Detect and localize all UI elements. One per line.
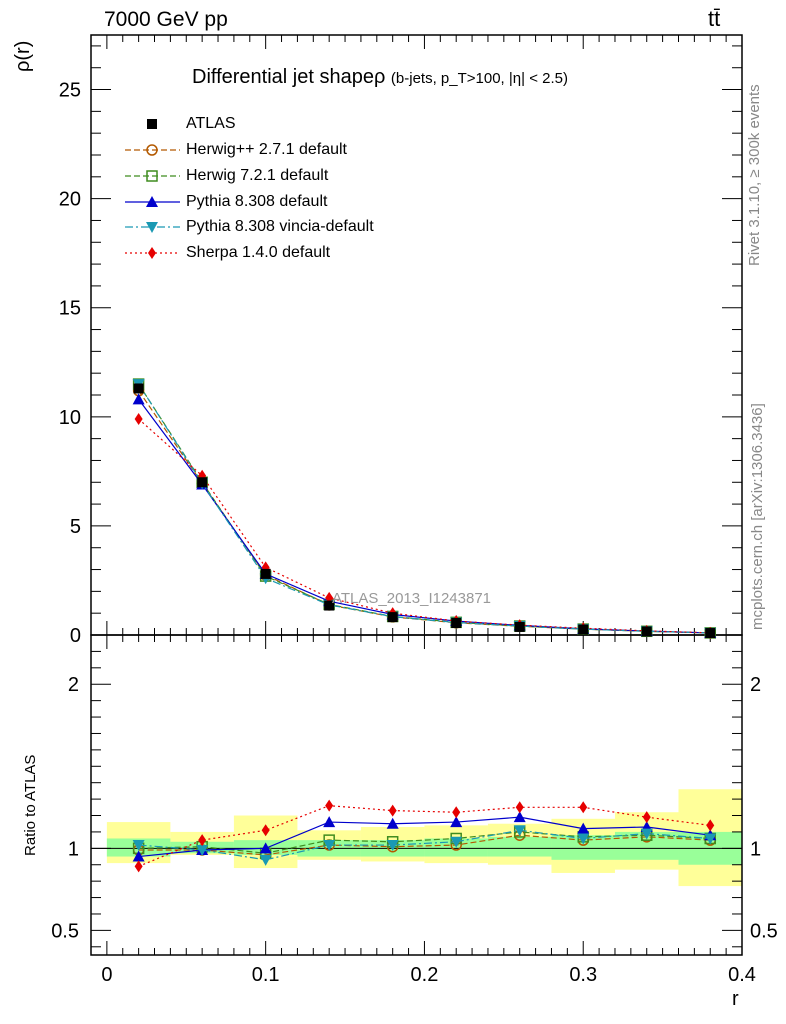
y-tick-label: 0 [70, 625, 81, 647]
ratio-point-vincia [323, 840, 336, 852]
legend-label: Herwig++ 2.7.1 default [186, 141, 347, 158]
ratio-point-pythia [259, 842, 272, 854]
main-point-atlas [641, 626, 652, 637]
legend-marker-herwigpp [146, 144, 158, 156]
main-point-atlas [133, 383, 144, 394]
ratio-point-vincia [704, 833, 717, 845]
ratio-y-tick-label: 2 [68, 674, 79, 696]
main-series-line-vincia [138, 383, 711, 634]
main-point-atlas [197, 477, 208, 488]
main-point-atlas [387, 612, 398, 623]
ratio-point-pythia [513, 811, 526, 823]
ratio-series-line-herwigpp [138, 834, 711, 856]
ratio-point-vincia [640, 828, 653, 840]
ratio-point-vincia [513, 825, 526, 837]
x-axis-label: r [732, 988, 739, 1010]
main-point-atlas [324, 600, 335, 611]
plot-title-cuts: (b-jets, p_T>100, |η| < 2.5) [390, 70, 568, 87]
legend-marker-pythia [146, 196, 158, 207]
legend-marker-vincia [146, 222, 158, 233]
ratio-y-tick-label-right: 2 [750, 674, 761, 696]
y-tick-label: 25 [59, 80, 81, 102]
process-label: tt̄ [708, 6, 721, 31]
main-ylabel: ρ(r) [12, 40, 34, 72]
y-tick-label: 5 [70, 516, 81, 538]
rivet-label: Rivet 3.1.10, ≥ 300k events [746, 84, 763, 266]
ratio-point-vincia [196, 844, 209, 856]
main-point-atlas [705, 628, 716, 639]
main-point-atlas [451, 618, 462, 628]
ratio-point-pythia [450, 816, 463, 828]
ratio-frame [90, 634, 743, 956]
legend-label: Pythia 8.308 vincia-default [186, 218, 374, 235]
ratio-series-line-sherpa [138, 805, 711, 867]
main-point-atlas [514, 621, 525, 632]
legend-label: Sherpa 1.4.0 default [186, 244, 331, 261]
x-tick-label: 0.1 [252, 964, 280, 986]
main-point-sherpa [134, 413, 143, 425]
energy-label: 7000 GeV pp [104, 8, 228, 31]
ratio-point-sherpa [515, 801, 524, 814]
ratio-point-sherpa [261, 824, 270, 837]
band-inner-bin [487, 836, 552, 857]
mcplots-label: mcplots.cern.ch [arXiv:1306.3436] [749, 403, 766, 630]
ratio-point-sherpa [452, 806, 461, 819]
ratio-point-pythia [577, 822, 590, 834]
legend-label: Herwig 7.2.1 default [186, 167, 329, 184]
ratio-point-sherpa [134, 860, 143, 873]
ratio-point-sherpa [642, 811, 651, 824]
ratio-y-tick-label-right: 0.5 [750, 920, 778, 942]
x-tick-label: 0.2 [411, 964, 439, 986]
ratio-point-vincia [386, 840, 399, 852]
x-tick-label: 0 [101, 964, 112, 986]
main-point-atlas [260, 568, 271, 579]
y-tick-label: 15 [59, 298, 81, 320]
plot-title-main: Differential jet shapeρ [192, 66, 386, 88]
ratio-point-pythia [132, 850, 145, 862]
legend-marker-herwig7 [146, 170, 158, 182]
analysis-watermark: ATLAS_2013_I1243871 [332, 590, 492, 607]
x-tick-label: 0.4 [728, 964, 756, 986]
legend-label: Pythia 8.308 default [186, 193, 328, 210]
ratio-point-sherpa [579, 801, 588, 814]
ratio-y-tick-label: 1 [68, 838, 79, 860]
ratio-point-vincia [132, 840, 145, 852]
ratio-point-pythia [323, 816, 336, 828]
ratio-point-vincia [259, 854, 272, 866]
main-series-line-sherpa [138, 418, 711, 634]
y-tick-label: 20 [59, 189, 81, 211]
ratio-point-vincia [577, 833, 590, 845]
legend-marker-sherpa [148, 247, 156, 259]
plot-title: Differential jet shapeρ (b-jets, p_T>100… [192, 66, 568, 89]
legend-marker-atlas [147, 119, 157, 129]
ratio-ylabel: Ratio to ATLAS [22, 754, 39, 856]
ratio-series-line-vincia [138, 829, 711, 861]
legend-label: ATLAS [186, 115, 236, 132]
ratio-y-tick-label-right: 1 [750, 838, 761, 860]
ratio-point-pythia [386, 817, 399, 829]
ratio-point-vincia [450, 836, 463, 848]
x-tick-label: 0.3 [569, 964, 597, 986]
ratio-y-tick-label: 0.5 [51, 920, 79, 942]
ratio-point-sherpa [325, 799, 334, 812]
ratio-point-sherpa [388, 804, 397, 817]
main-point-atlas [578, 624, 589, 635]
ratio-point-sherpa [198, 834, 207, 847]
main-point-pythia [132, 393, 145, 405]
ratio-point-sherpa [706, 819, 715, 832]
y-tick-label: 10 [59, 407, 81, 429]
ratio-series-line-pythia [138, 816, 711, 858]
